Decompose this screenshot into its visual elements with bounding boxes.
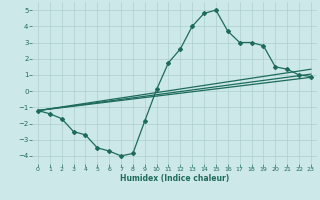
X-axis label: Humidex (Indice chaleur): Humidex (Indice chaleur) bbox=[120, 174, 229, 183]
